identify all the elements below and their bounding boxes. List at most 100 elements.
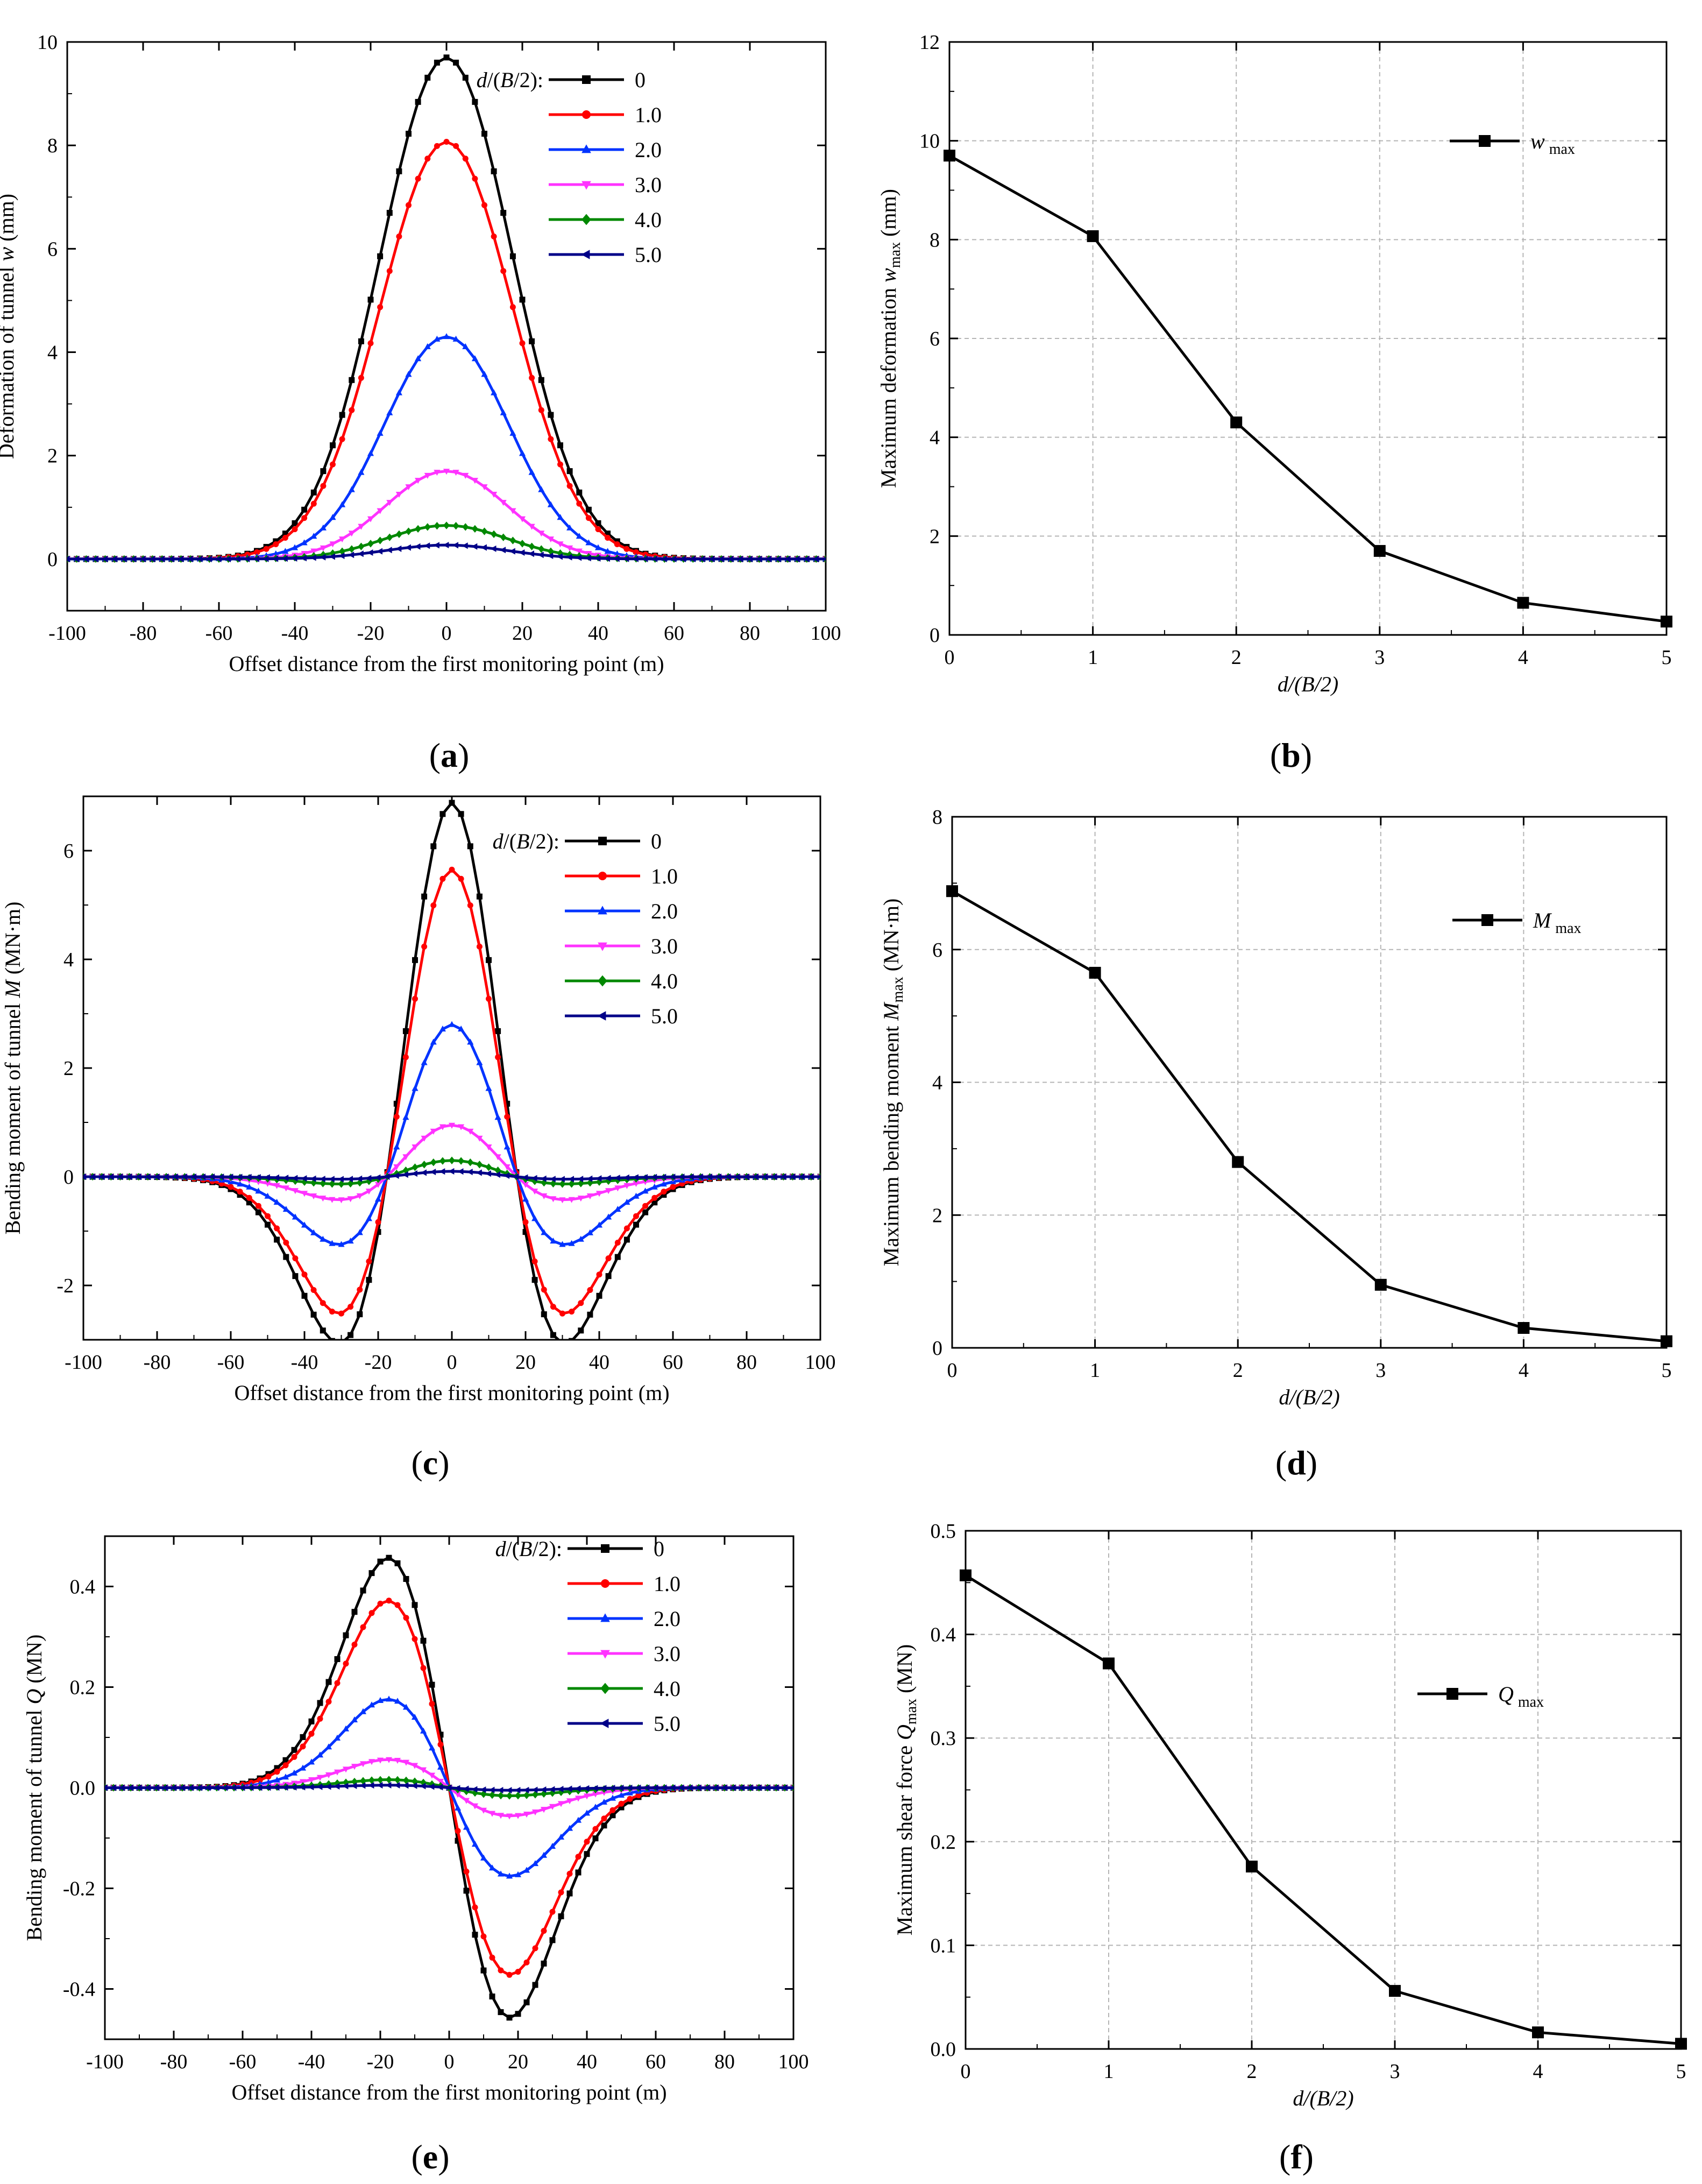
x-tick-label: 0: [947, 1359, 958, 1382]
series-point-2: [660, 1181, 667, 1187]
series-point-5: [772, 1784, 779, 1791]
series-point-0: [472, 1932, 478, 1938]
series-point-0: [531, 1277, 538, 1283]
series-point-3: [454, 1792, 462, 1798]
series-point-1: [310, 500, 317, 507]
series-point-5: [308, 1784, 314, 1791]
series-point-5: [319, 1176, 325, 1183]
series-point-5: [281, 555, 288, 562]
series-point-5: [651, 555, 658, 562]
series-point-2: [282, 1206, 289, 1212]
x-tick-label: 0: [447, 1351, 457, 1374]
series-point-3: [439, 1124, 446, 1130]
series-point-0: [614, 1254, 621, 1260]
plot-frame: [965, 1530, 1682, 2050]
series-point-3: [386, 500, 393, 506]
series-point-2: [585, 539, 592, 546]
series-point-5: [445, 1784, 452, 1791]
series-point-4: [339, 547, 346, 555]
series-point-5: [236, 1174, 243, 1181]
series-point-4: [421, 1161, 428, 1169]
series-point-0: [495, 1028, 501, 1034]
panel-label-close: ): [438, 2138, 449, 2176]
series-point-3: [424, 472, 431, 479]
legend-title-b: B: [500, 68, 513, 92]
series-point-3: [264, 1181, 271, 1187]
series-point-1: [549, 1909, 556, 1915]
series-point-1: [569, 1309, 575, 1315]
legend-marker: [1481, 914, 1493, 926]
series-point-1: [393, 1114, 400, 1120]
series-point-5: [273, 1174, 279, 1181]
series-point-5: [454, 1785, 460, 1792]
legend-label-1: 1.0: [651, 864, 678, 888]
series-point-5: [162, 1173, 169, 1181]
series-point-5: [583, 1785, 590, 1792]
series-point-1: [351, 1642, 358, 1648]
y-label-suffix: (MN): [22, 1635, 46, 1689]
series-point-1: [320, 483, 327, 489]
legend-label-4: 4.0: [635, 208, 662, 232]
series-point-1: [348, 1304, 354, 1310]
series-point-2: [559, 1241, 566, 1247]
legend-label-1: 1.0: [635, 103, 662, 127]
series-point-5: [540, 1786, 547, 1793]
panel-label: (a): [429, 736, 470, 774]
legend-label-2: 2.0: [651, 899, 678, 923]
x-tick-label: 5: [1662, 1359, 1672, 1382]
series-point-1: [576, 500, 583, 507]
series-point-3: [559, 1197, 566, 1204]
series-point-0: [523, 1999, 530, 2005]
series-point-0: [642, 1209, 649, 1215]
series-point-2: [421, 1059, 428, 1065]
series-point-1: [614, 1240, 621, 1246]
series-point-3: [348, 531, 355, 537]
y-tick-label: 10: [919, 130, 940, 153]
series-point-5: [661, 1784, 667, 1791]
series-point-5: [244, 555, 250, 562]
series-point-1: [548, 436, 554, 442]
series-point-5: [761, 1173, 768, 1181]
y-label-prefix: Maximum shear force: [892, 1740, 917, 1935]
series-point-0: [575, 1869, 581, 1876]
series-point-1: [430, 902, 437, 909]
series-point-5: [556, 553, 563, 560]
x-tick-label: 100: [778, 2051, 809, 2073]
series-point-5: [585, 555, 591, 562]
series-point-0: [476, 893, 483, 900]
series-point-4: [476, 1161, 483, 1169]
series-point-1: [463, 1868, 470, 1875]
y-tick-label: 0.4: [931, 1624, 956, 1646]
series-point-5: [623, 555, 629, 562]
series-point-1: [300, 1743, 306, 1750]
series-line-0: [67, 55, 826, 561]
y-axis-label: Maximum shear force Qmax (MN): [892, 1644, 920, 1935]
series-point-2: [348, 486, 355, 492]
series-point-1: [531, 1258, 538, 1264]
series-point-0: [557, 442, 563, 449]
series-point-5: [523, 1786, 529, 1793]
panel-label: (b): [1270, 736, 1312, 774]
series-point-5: [437, 1784, 443, 1791]
series-point-3: [549, 1804, 556, 1810]
legend-marker-2: [600, 1613, 610, 1622]
series-point-5: [218, 1174, 224, 1181]
series-point-4: [348, 545, 355, 553]
series-point-4: [458, 1157, 465, 1165]
data-point-5: [1661, 1335, 1672, 1347]
series-point-5: [651, 1174, 657, 1181]
x-axis-label: Offset distance from the first monitorin…: [234, 1381, 669, 1405]
series-point-0: [291, 1747, 297, 1753]
series-group: [67, 54, 826, 563]
series-point-0: [515, 2011, 521, 2017]
series-point-5: [135, 1173, 141, 1181]
data-point-1: [1103, 1657, 1115, 1670]
series-point-2: [471, 1841, 479, 1847]
series-point-1: [292, 1255, 299, 1262]
data-point-2: [1232, 1156, 1244, 1168]
x-axis-label: Offset distance from the first monitorin…: [229, 652, 664, 676]
chart-a: -100 -80 -60 -40 -20 0 20 40 60 80 100 0 2 4 6 8 10 Offse…: [0, 31, 841, 774]
series-point-5: [144, 1173, 151, 1181]
legend-marker-0: [582, 75, 591, 84]
series-point-3: [292, 1188, 299, 1195]
